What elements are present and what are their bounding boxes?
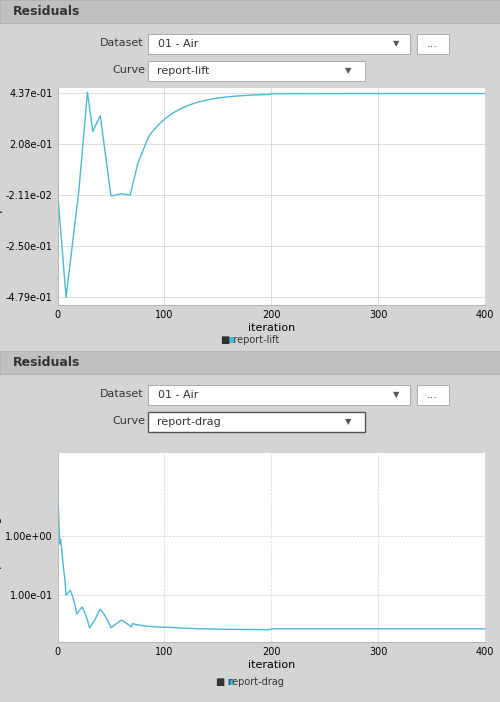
Y-axis label: report-lift: report-lift: [0, 171, 2, 223]
Text: 01 - Air: 01 - Air: [158, 390, 198, 400]
Bar: [148, 61, 365, 81]
Bar: [416, 34, 449, 53]
Text: Dataset: Dataset: [100, 389, 144, 399]
Text: Residuals: Residuals: [12, 5, 80, 18]
Text: report-drag: report-drag: [158, 417, 221, 427]
X-axis label: iteration: iteration: [248, 660, 295, 670]
Text: Residuals: Residuals: [12, 356, 80, 369]
Text: ▼: ▼: [392, 390, 399, 399]
Text: ▼: ▼: [345, 418, 352, 426]
Y-axis label: report-drag: report-drag: [0, 516, 1, 579]
Bar: [416, 385, 449, 404]
Text: Dataset: Dataset: [100, 38, 144, 48]
Bar: [148, 413, 365, 432]
Bar: [148, 34, 410, 53]
Bar: [0, 0, 500, 23]
Text: Curve: Curve: [112, 65, 146, 75]
Bar: [0, 351, 500, 373]
X-axis label: iteration: iteration: [248, 323, 295, 333]
Text: report-lift: report-lift: [158, 66, 210, 76]
Text: ...: ...: [427, 390, 438, 400]
Text: ■ report-lift: ■ report-lift: [221, 336, 279, 345]
Text: ▼: ▼: [345, 67, 352, 75]
Bar: [148, 385, 410, 404]
Text: ...: ...: [427, 39, 438, 49]
Text: 01 - Air: 01 - Air: [158, 39, 198, 49]
Text: Curve: Curve: [112, 416, 146, 426]
Text: ▼: ▼: [392, 39, 399, 48]
Text: ■ report-drag: ■ report-drag: [216, 677, 284, 687]
